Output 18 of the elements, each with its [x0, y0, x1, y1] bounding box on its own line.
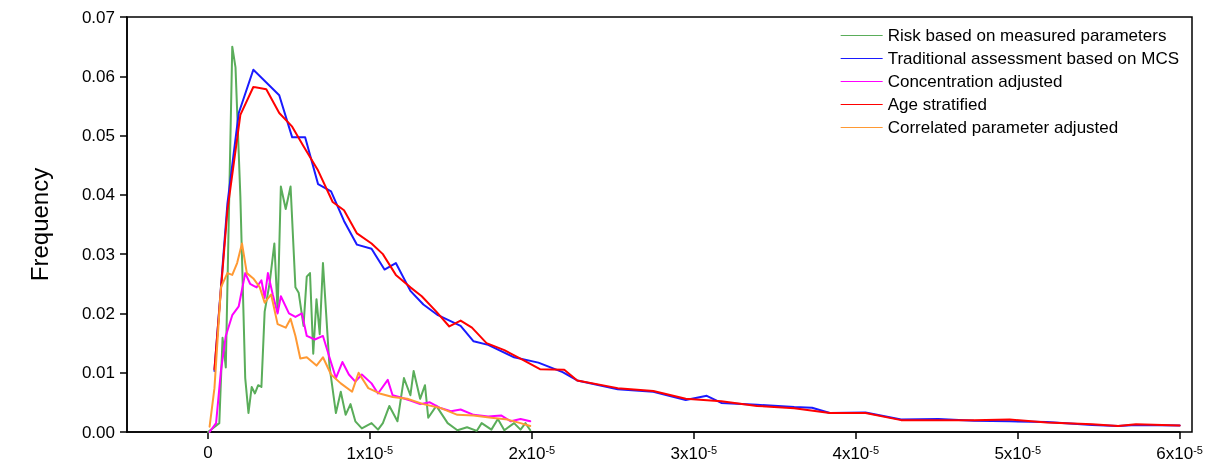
y-axis-title: Frequency — [25, 167, 53, 282]
y-tick-label: 0.00 — [81, 422, 115, 442]
y-tick-label: 0.03 — [81, 244, 115, 264]
line-series — [208, 242, 532, 428]
x-tick-label: 0 — [203, 443, 213, 462]
line-series — [208, 272, 532, 433]
legend-label: Correlated parameter adjusted — [887, 118, 1119, 137]
line-series — [206, 45, 532, 433]
legend-label: Age stratified — [887, 95, 987, 114]
y-tick-label: 0.01 — [81, 363, 115, 383]
y-tick-label: 0.04 — [81, 185, 115, 205]
legend-label: Risk based on measured parameters — [887, 26, 1167, 45]
y-tick-label: 0.06 — [81, 66, 115, 86]
y-tick-label: 0.07 — [81, 7, 115, 27]
y-tick-label: 0.05 — [81, 126, 115, 146]
y-tick-label: 0.02 — [81, 303, 115, 323]
legend-label: Traditional assessment based on MCS — [887, 49, 1179, 68]
legend-label: Concentration adjusted — [887, 72, 1063, 91]
